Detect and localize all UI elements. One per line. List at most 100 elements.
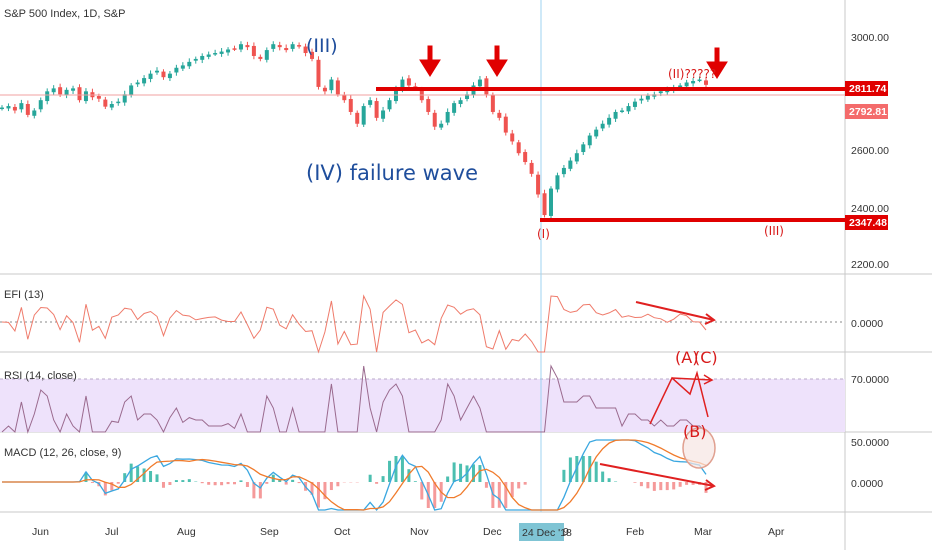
label-failure-wave[interactable]: (IV) failure wave: [306, 161, 478, 185]
label-wave-i[interactable]: (I): [537, 227, 550, 241]
candle-body[interactable]: [149, 74, 153, 79]
candle-body[interactable]: [271, 44, 275, 49]
candle-body[interactable]: [349, 99, 353, 112]
candle-body[interactable]: [646, 96, 650, 100]
candle-body[interactable]: [207, 55, 211, 57]
candle-body[interactable]: [581, 144, 585, 152]
candle-body[interactable]: [39, 100, 43, 109]
candle-body[interactable]: [233, 48, 237, 50]
candle-body[interactable]: [19, 103, 23, 109]
candle-body[interactable]: [562, 168, 566, 174]
candle-body[interactable]: [594, 130, 598, 137]
candle-body[interactable]: [161, 72, 165, 78]
candle-body[interactable]: [103, 100, 107, 107]
candle-body[interactable]: [543, 193, 547, 215]
candle-body[interactable]: [6, 106, 10, 108]
label-rsi-c[interactable]: (C): [694, 348, 718, 367]
candle-body[interactable]: [504, 117, 508, 133]
candle-body[interactable]: [491, 95, 495, 112]
candle-body[interactable]: [284, 48, 288, 50]
efi-trendline[interactable]: [636, 302, 714, 320]
symbol-title[interactable]: S&P 500 Index, 1D, S&P: [4, 8, 125, 20]
candle-body[interactable]: [329, 80, 333, 91]
candle-body[interactable]: [0, 108, 4, 110]
candle-body[interactable]: [568, 161, 572, 169]
candle-body[interactable]: [530, 163, 534, 174]
price-tag-2347[interactable]: 2347.48: [845, 215, 888, 230]
candle-body[interactable]: [517, 142, 521, 153]
candle-body[interactable]: [26, 104, 30, 115]
candle-body[interactable]: [523, 152, 527, 162]
candle-body[interactable]: [187, 62, 191, 66]
candle-body[interactable]: [258, 57, 262, 59]
candle-body[interactable]: [355, 113, 359, 124]
candle-body[interactable]: [639, 99, 643, 101]
candle-body[interactable]: [291, 44, 295, 49]
candle-body[interactable]: [601, 124, 605, 129]
efi-pane-label[interactable]: EFI (13): [4, 289, 44, 301]
candle-body[interactable]: [168, 74, 172, 78]
candle-body[interactable]: [71, 88, 75, 90]
candle-body[interactable]: [536, 175, 540, 195]
candle-body[interactable]: [97, 96, 101, 99]
candle-body[interactable]: [110, 104, 114, 108]
down-arrow-1[interactable]: [420, 46, 440, 76]
candle-body[interactable]: [446, 112, 450, 123]
price-tag-2811[interactable]: 2811.74: [845, 81, 888, 96]
candle-body[interactable]: [200, 56, 204, 60]
candle-body[interactable]: [375, 101, 379, 118]
candle-body[interactable]: [388, 100, 392, 109]
candle-body[interactable]: [614, 112, 618, 119]
candle-body[interactable]: [316, 60, 320, 87]
candle-body[interactable]: [426, 99, 430, 112]
price-tag-2792[interactable]: 2792.81: [845, 104, 888, 119]
candle-body[interactable]: [142, 78, 146, 83]
candle-body[interactable]: [368, 100, 372, 105]
candle-body[interactable]: [13, 107, 17, 111]
candle-body[interactable]: [407, 78, 411, 85]
candle-body[interactable]: [678, 85, 682, 87]
label-wave-iii-top[interactable]: (III): [306, 35, 338, 57]
candle-body[interactable]: [78, 87, 82, 100]
candle-body[interactable]: [659, 91, 663, 93]
candle-body[interactable]: [439, 124, 443, 128]
candle-body[interactable]: [194, 59, 198, 61]
candle-body[interactable]: [213, 53, 217, 55]
candle-body[interactable]: [336, 80, 340, 94]
candle-body[interactable]: [265, 50, 269, 60]
label-wave-iii-target[interactable]: (III): [764, 224, 784, 238]
candle-body[interactable]: [549, 189, 553, 216]
macd-pane-label[interactable]: MACD (12, 26, close, 9): [4, 447, 121, 459]
candle-body[interactable]: [633, 102, 637, 107]
candle-body[interactable]: [155, 71, 159, 73]
candle-body[interactable]: [65, 90, 69, 95]
level-2347-line[interactable]: [540, 218, 845, 222]
candle-body[interactable]: [685, 82, 689, 86]
candle-body[interactable]: [452, 103, 456, 113]
candle-body[interactable]: [84, 91, 88, 101]
candle-body[interactable]: [607, 118, 611, 125]
label-wave-ii[interactable]: (II)?????: [668, 67, 716, 81]
candle-body[interactable]: [497, 113, 501, 118]
candle-body[interactable]: [129, 85, 133, 95]
candle-body[interactable]: [691, 81, 695, 83]
candle-body[interactable]: [575, 153, 579, 161]
candle-body[interactable]: [220, 52, 224, 54]
down-arrow-2[interactable]: [487, 46, 507, 76]
candle-body[interactable]: [239, 44, 243, 49]
candle-body[interactable]: [136, 82, 140, 84]
candle-body[interactable]: [323, 88, 327, 92]
label-rsi-b[interactable]: (B): [683, 422, 706, 441]
candle-body[interactable]: [123, 94, 127, 102]
candle-body[interactable]: [620, 110, 624, 112]
candle-body[interactable]: [484, 78, 488, 94]
candle-body[interactable]: [381, 110, 385, 118]
candle-body[interactable]: [245, 45, 249, 47]
candle-body[interactable]: [181, 65, 185, 68]
candle-body[interactable]: [478, 80, 482, 87]
candle-body[interactable]: [32, 110, 36, 115]
candle-body[interactable]: [45, 91, 49, 101]
candle-body[interactable]: [510, 133, 514, 141]
